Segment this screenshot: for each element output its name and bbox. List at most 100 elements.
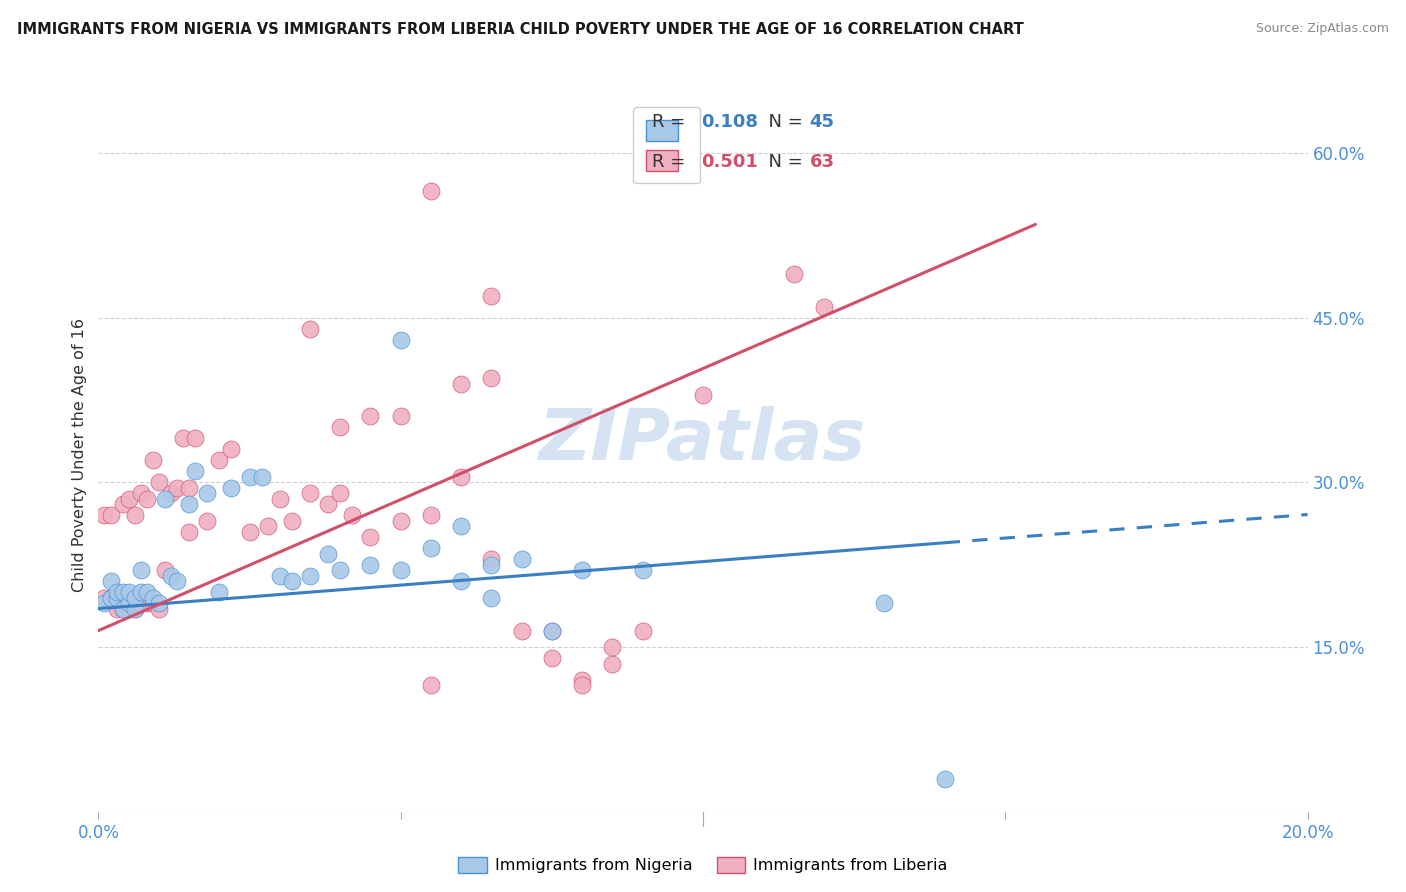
Point bbox=[100, 591, 122, 605]
Legend: , : , bbox=[633, 107, 700, 183]
Point bbox=[783, 267, 806, 281]
Point bbox=[148, 601, 170, 615]
Point bbox=[93, 591, 115, 605]
Point bbox=[172, 432, 194, 446]
Point bbox=[420, 678, 443, 692]
Point bbox=[221, 481, 243, 495]
Text: ZIPatlas: ZIPatlas bbox=[540, 406, 866, 475]
Point bbox=[129, 563, 152, 577]
Point bbox=[118, 491, 141, 506]
Point bbox=[450, 519, 472, 533]
Point bbox=[124, 508, 146, 523]
Point bbox=[93, 508, 115, 523]
Point bbox=[934, 772, 956, 786]
Text: 63: 63 bbox=[810, 153, 835, 171]
Point bbox=[360, 409, 382, 424]
Point bbox=[281, 574, 304, 589]
Point bbox=[481, 289, 503, 303]
Point bbox=[269, 491, 291, 506]
Point bbox=[510, 552, 533, 566]
Point bbox=[105, 596, 128, 610]
Point bbox=[111, 601, 134, 615]
Point bbox=[148, 475, 170, 490]
Point bbox=[389, 409, 412, 424]
Point bbox=[281, 514, 304, 528]
Text: 0.501: 0.501 bbox=[702, 153, 758, 171]
Point bbox=[510, 624, 533, 638]
Point bbox=[389, 514, 412, 528]
Point bbox=[135, 596, 157, 610]
Text: R =: R = bbox=[652, 153, 690, 171]
Point bbox=[481, 591, 503, 605]
Point bbox=[100, 591, 122, 605]
Text: IMMIGRANTS FROM NIGERIA VS IMMIGRANTS FROM LIBERIA CHILD POVERTY UNDER THE AGE O: IMMIGRANTS FROM NIGERIA VS IMMIGRANTS FR… bbox=[17, 22, 1024, 37]
Text: R =: R = bbox=[652, 113, 690, 131]
Point bbox=[111, 497, 134, 511]
Point bbox=[221, 442, 243, 457]
Point bbox=[481, 371, 503, 385]
Point bbox=[160, 486, 183, 500]
Point bbox=[153, 563, 176, 577]
Point bbox=[124, 591, 146, 605]
Point bbox=[540, 624, 562, 638]
Point bbox=[602, 657, 624, 671]
Text: 45: 45 bbox=[810, 113, 835, 131]
Point bbox=[166, 574, 188, 589]
Point bbox=[208, 585, 231, 599]
Point bbox=[256, 519, 278, 533]
Point bbox=[195, 514, 218, 528]
Point bbox=[329, 420, 352, 434]
Point bbox=[692, 387, 714, 401]
Point bbox=[195, 486, 218, 500]
Point bbox=[329, 486, 352, 500]
Point bbox=[208, 453, 231, 467]
Point bbox=[142, 591, 165, 605]
Point bbox=[105, 591, 128, 605]
Point bbox=[142, 596, 165, 610]
Point bbox=[118, 596, 141, 610]
Y-axis label: Child Poverty Under the Age of 16: Child Poverty Under the Age of 16 bbox=[72, 318, 87, 592]
Point bbox=[389, 563, 412, 577]
Point bbox=[316, 547, 339, 561]
Point bbox=[481, 552, 503, 566]
Point bbox=[299, 486, 322, 500]
Point bbox=[129, 585, 152, 599]
Point bbox=[420, 508, 443, 523]
Point bbox=[342, 508, 364, 523]
Point bbox=[179, 497, 201, 511]
Point bbox=[105, 585, 128, 599]
Point bbox=[111, 585, 134, 599]
Point bbox=[450, 574, 472, 589]
Point bbox=[540, 651, 562, 665]
Point bbox=[269, 568, 291, 582]
Point bbox=[631, 624, 654, 638]
Point bbox=[631, 563, 654, 577]
Point bbox=[360, 530, 382, 544]
Point bbox=[389, 333, 412, 347]
Point bbox=[571, 673, 593, 687]
Point bbox=[129, 596, 152, 610]
Point bbox=[179, 524, 201, 539]
Point bbox=[299, 321, 322, 335]
Point bbox=[129, 486, 152, 500]
Point bbox=[124, 601, 146, 615]
Text: 0.108: 0.108 bbox=[702, 113, 758, 131]
Point bbox=[813, 300, 835, 314]
Point bbox=[118, 601, 141, 615]
Point bbox=[481, 558, 503, 572]
Point bbox=[111, 601, 134, 615]
Point bbox=[100, 574, 122, 589]
Legend: Immigrants from Nigeria, Immigrants from Liberia: Immigrants from Nigeria, Immigrants from… bbox=[451, 850, 955, 880]
Text: Source: ZipAtlas.com: Source: ZipAtlas.com bbox=[1256, 22, 1389, 36]
Point bbox=[316, 497, 339, 511]
Point bbox=[250, 470, 273, 484]
Point bbox=[160, 568, 183, 582]
Point bbox=[124, 601, 146, 615]
Point bbox=[420, 185, 443, 199]
Point bbox=[184, 432, 207, 446]
Point bbox=[360, 558, 382, 572]
Point bbox=[450, 470, 472, 484]
Point bbox=[602, 640, 624, 654]
Point bbox=[135, 491, 157, 506]
Point bbox=[184, 464, 207, 478]
